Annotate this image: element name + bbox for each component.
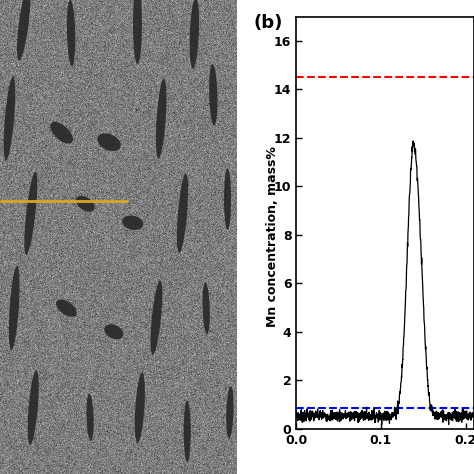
- Ellipse shape: [226, 386, 234, 438]
- Ellipse shape: [9, 266, 19, 350]
- Ellipse shape: [177, 173, 188, 253]
- Ellipse shape: [133, 0, 142, 64]
- Ellipse shape: [104, 324, 123, 339]
- Ellipse shape: [135, 373, 145, 443]
- Ellipse shape: [27, 370, 39, 445]
- Ellipse shape: [76, 196, 95, 212]
- Ellipse shape: [224, 168, 231, 230]
- Ellipse shape: [56, 300, 77, 317]
- Ellipse shape: [190, 0, 199, 69]
- Ellipse shape: [86, 393, 94, 441]
- Text: (b): (b): [254, 14, 283, 32]
- Ellipse shape: [209, 64, 218, 126]
- Ellipse shape: [183, 401, 191, 462]
- Ellipse shape: [122, 216, 143, 230]
- Ellipse shape: [156, 79, 166, 158]
- Ellipse shape: [24, 172, 37, 255]
- Ellipse shape: [67, 0, 75, 66]
- Text: Mn concentration, mass%: Mn concentration, mass%: [266, 146, 279, 328]
- Ellipse shape: [202, 282, 210, 334]
- Ellipse shape: [151, 281, 162, 355]
- Ellipse shape: [97, 133, 121, 151]
- Ellipse shape: [17, 0, 30, 60]
- Ellipse shape: [4, 76, 15, 161]
- Ellipse shape: [50, 122, 73, 144]
